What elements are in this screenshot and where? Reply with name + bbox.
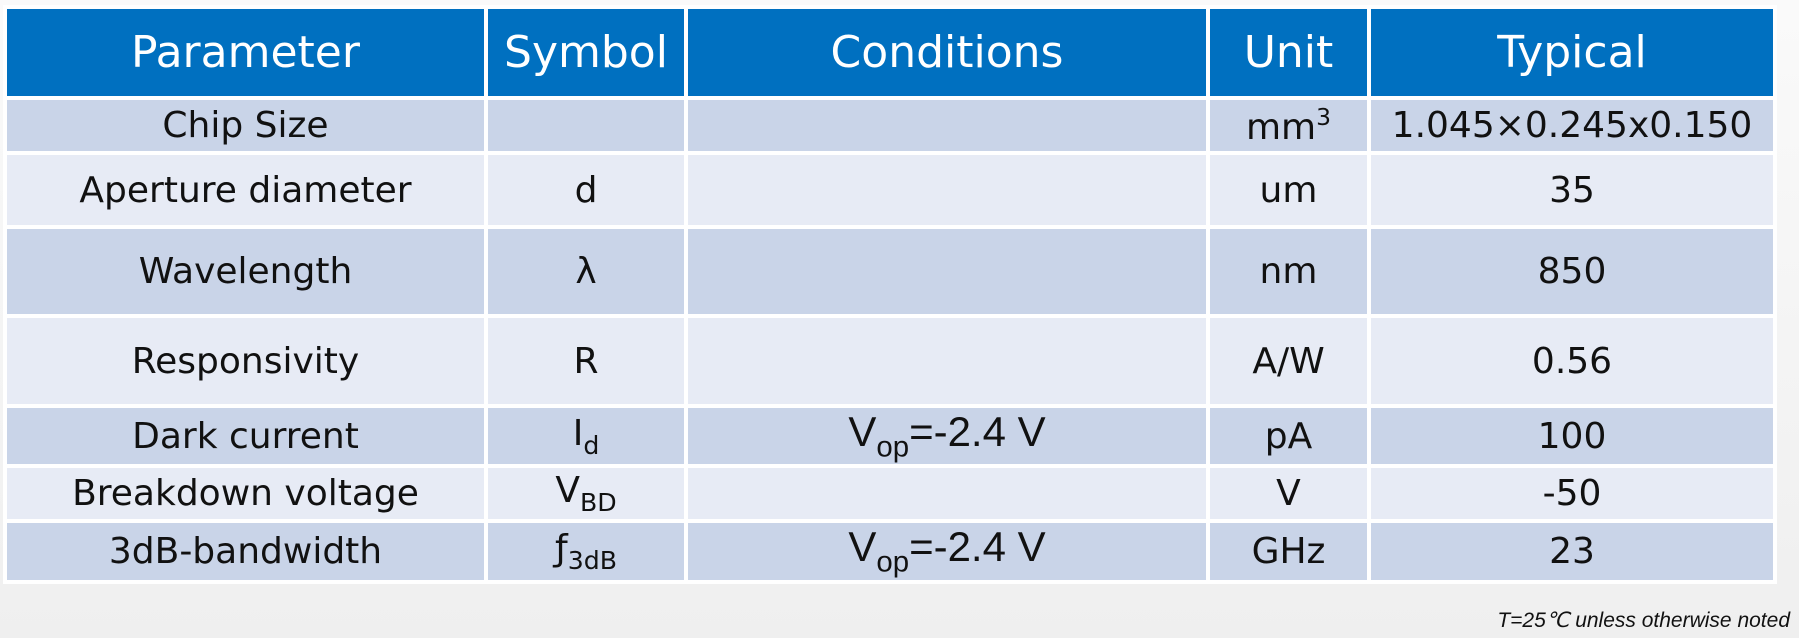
header-cell: Unit [1210, 9, 1367, 96]
table-cell: λ [488, 229, 684, 314]
table-cell: VBD [488, 468, 684, 520]
table-cell: Vop=-2.4 V [688, 408, 1206, 465]
table-cell: Aperture diameter [7, 155, 484, 225]
text-rest: =-2.4 V [909, 408, 1046, 455]
table-cell: 23 [1371, 523, 1773, 580]
text-main: V [848, 523, 877, 571]
table-cell: Chip Size [7, 100, 484, 151]
table-cell: nm [1210, 229, 1367, 314]
subscript: d [583, 430, 600, 460]
text-main: I [572, 412, 584, 454]
table-cell [688, 100, 1206, 151]
text-rest: =-2.4 V [909, 523, 1046, 571]
table-cell [688, 318, 1206, 404]
rich-text: Id [572, 412, 600, 460]
text-main: mm [1245, 107, 1317, 149]
table-cell: Breakdown voltage [7, 468, 484, 520]
table-cell: pA [1210, 408, 1367, 465]
spec-table: Parameter Symbol Conditions Unit Typical Chi… [3, 5, 1777, 584]
table-row: 3dB-bandwidth ƒ3dB Vop=-2.4 V GHz 23 [7, 523, 1773, 580]
table-cell: Responsivity [7, 318, 484, 404]
table-row: Breakdown voltage VBD V -50 [7, 468, 1773, 520]
rich-text: Vop=-2.4 V [848, 408, 1046, 463]
table-cell [688, 155, 1206, 225]
table-cell: mm3 [1210, 100, 1367, 151]
subscript: BD [579, 488, 617, 518]
table-cell: 850 [1371, 229, 1773, 314]
table-cell: Wavelength [7, 229, 484, 314]
subscript: op [876, 545, 910, 579]
table-cell [688, 229, 1206, 314]
table-cell: 0.56 [1371, 318, 1773, 404]
header-row: Parameter Symbol Conditions Unit Typical [7, 9, 1773, 96]
table-cell [688, 468, 1206, 520]
rich-text: VBD [555, 470, 616, 517]
table-cell: Dark current [7, 408, 484, 465]
rich-text: ƒ3dB [555, 528, 617, 575]
text-main: ƒ [555, 528, 568, 570]
table-cell: R [488, 318, 684, 404]
table-row: Aperture diameter d um 35 [7, 155, 1773, 225]
table-body: Chip Size mm3 1.045×0.245x0.150 Aperture di… [7, 100, 1773, 580]
header-cell: Typical [1371, 9, 1773, 96]
table-row: Wavelength λ nm 850 [7, 229, 1773, 314]
table-row: Chip Size mm3 1.045×0.245x0.150 [7, 100, 1773, 151]
table-cell: 35 [1371, 155, 1773, 225]
text-main: V [555, 470, 580, 512]
table-cell: Id [488, 408, 684, 465]
superscript: 3 [1316, 102, 1332, 131]
table-row: Dark current Id Vop=-2.4 V pA 100 [7, 408, 1773, 465]
rich-text: mm3 [1245, 103, 1331, 149]
table-cell: GHz [1210, 523, 1367, 580]
table-cell: A/W [1210, 318, 1367, 404]
table-cell: ƒ3dB [488, 523, 684, 580]
table-row: Responsivity R A/W 0.56 [7, 318, 1773, 404]
text-main: V [848, 408, 877, 455]
header-cell: Conditions [688, 9, 1206, 96]
table-cell: 3dB-bandwidth [7, 523, 484, 580]
footnote: T=25℃ unless otherwise noted [1497, 609, 1790, 632]
table-cell: um [1210, 155, 1367, 225]
table-cell: 1.045×0.245x0.150 [1371, 100, 1773, 151]
table-cell: V [1210, 468, 1367, 520]
table-cell [488, 100, 684, 151]
table-cell: 100 [1371, 408, 1773, 465]
subscript: op [876, 430, 910, 464]
table-cell: d [488, 155, 684, 225]
rich-text: Vop=-2.4 V [848, 523, 1046, 578]
table-cell: Vop=-2.4 V [688, 523, 1206, 580]
subscript: 3dB [567, 545, 617, 575]
header-cell: Parameter [7, 9, 484, 96]
header-cell: Symbol [488, 9, 684, 96]
table-cell: -50 [1371, 468, 1773, 520]
